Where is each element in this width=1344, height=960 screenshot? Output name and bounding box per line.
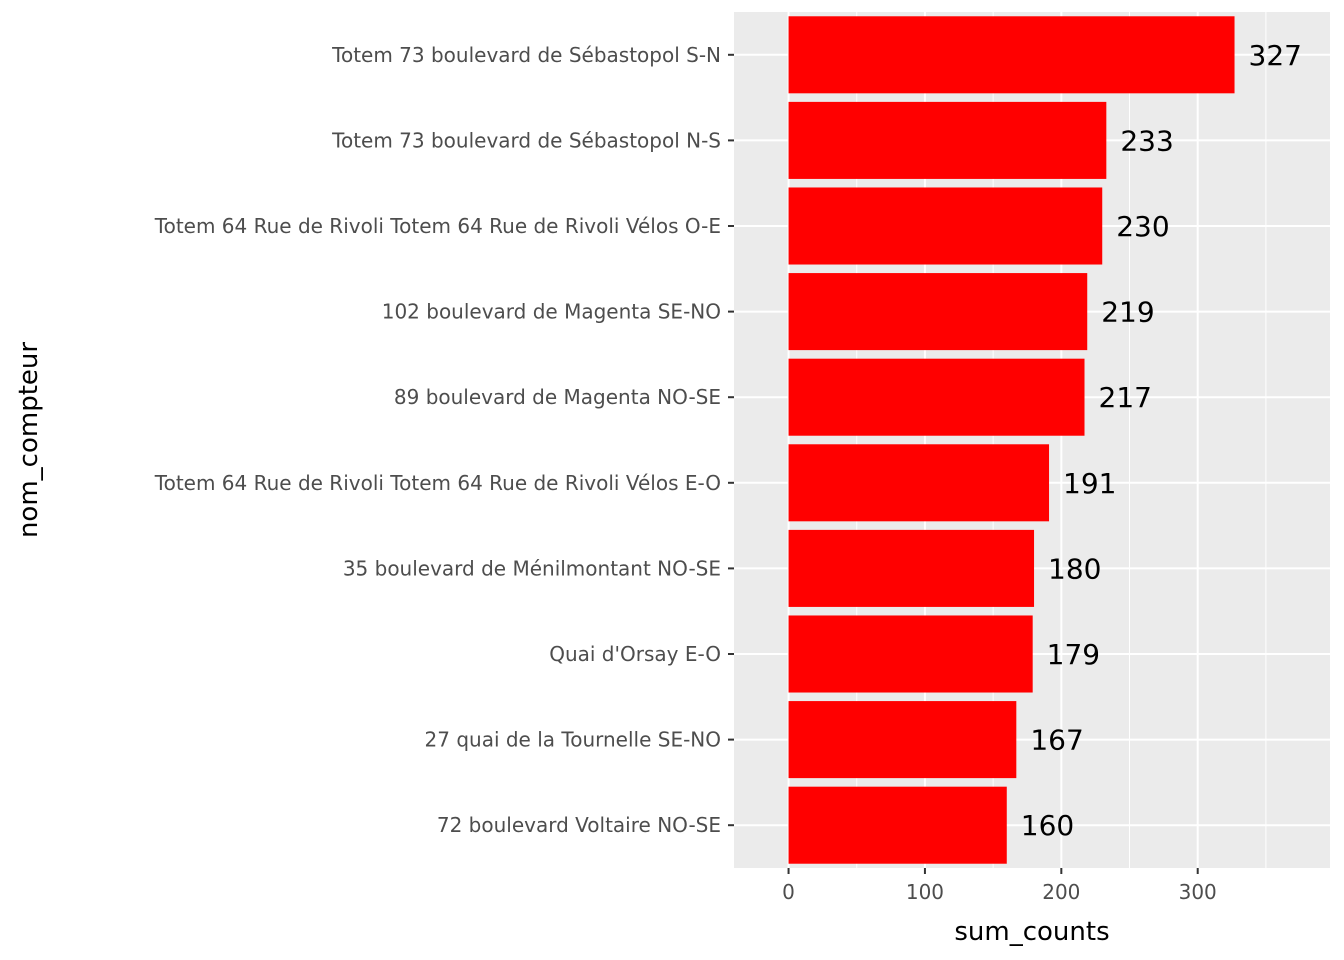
x-tick-label: 100 xyxy=(906,880,944,904)
y-tick-label: 72 boulevard Voltaire NO-SE xyxy=(437,813,721,837)
y-axis-title: nom_compteur xyxy=(14,342,44,538)
y-tick-label: 27 quai de la Tournelle SE-NO xyxy=(425,728,721,752)
data-label: 327 xyxy=(1249,39,1302,72)
x-tick-label: 300 xyxy=(1179,880,1217,904)
bar xyxy=(788,615,1033,693)
y-tick-label: Totem 64 Rue de Rivoli Totem 64 Rue de R… xyxy=(154,471,721,495)
bars xyxy=(788,16,1235,864)
y-tick-label: Totem 73 boulevard de Sébastopol S-N xyxy=(331,43,721,67)
bar xyxy=(788,101,1107,179)
y-tick-label: 102 boulevard de Magenta SE-NO xyxy=(382,300,721,324)
y-tick-label: Totem 64 Rue de Rivoli Totem 64 Rue de R… xyxy=(154,214,721,238)
bar xyxy=(788,786,1007,864)
data-label: 180 xyxy=(1048,552,1101,585)
x-axis: 0 100 200 300 xyxy=(782,868,1217,904)
y-tick-label: Totem 73 boulevard de Sébastopol N-S xyxy=(331,128,721,152)
bar xyxy=(788,529,1035,607)
y-axis: Totem 73 boulevard de Sébastopol S-N Tote… xyxy=(154,43,734,837)
data-label: 191 xyxy=(1063,467,1116,500)
data-label: 217 xyxy=(1099,381,1152,414)
x-tick-label: 200 xyxy=(1042,880,1080,904)
data-label: 230 xyxy=(1116,210,1169,243)
bar xyxy=(788,16,1235,94)
data-label: 219 xyxy=(1101,296,1154,329)
bar xyxy=(788,187,1103,265)
y-tick-label: 89 boulevard de Magenta NO-SE xyxy=(394,385,721,409)
data-label: 167 xyxy=(1030,724,1083,757)
x-tick-label: 0 xyxy=(782,880,795,904)
data-label: 160 xyxy=(1021,809,1074,842)
bar xyxy=(788,358,1085,436)
bar xyxy=(788,701,1017,779)
y-tick-label: 35 boulevard de Ménilmontant NO-SE xyxy=(343,556,721,580)
data-label: 179 xyxy=(1047,638,1100,671)
data-label: 233 xyxy=(1120,124,1173,157)
bar xyxy=(788,444,1050,522)
bar xyxy=(788,273,1088,351)
x-axis-title: sum_counts xyxy=(954,917,1109,947)
data-labels: 327 233 230 219 217 191 180 179 167 160 xyxy=(1021,39,1302,842)
y-tick-label: Quai d'Orsay E-O xyxy=(549,642,721,666)
